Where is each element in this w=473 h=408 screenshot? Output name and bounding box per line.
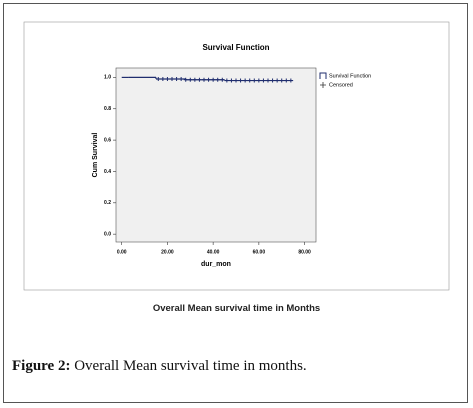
x-tick-label: 80.00: [298, 249, 311, 255]
caption-text: Overall Mean survival time in months.: [74, 358, 307, 374]
censored-mark: [215, 77, 220, 82]
y-tick-label: 0.8: [104, 106, 111, 112]
y-axis-label: Cum Survival: [92, 133, 99, 178]
caption-label: Figure 2:: [12, 358, 71, 374]
y-tick-label: 0.0: [104, 231, 111, 237]
censored-mark: [266, 78, 270, 83]
censored-mark: [247, 78, 252, 83]
censored-mark: [160, 76, 165, 81]
chart-border: [23, 21, 450, 291]
x-tick-label: 40.00: [207, 249, 220, 255]
censored-mark: [165, 76, 170, 81]
censored-mark: [252, 78, 257, 83]
censored-mark: [234, 78, 238, 83]
x-tick-label: 60.00: [253, 249, 266, 255]
censored-mark: [174, 76, 179, 81]
censored-mark: [238, 78, 243, 83]
censored-mark: [188, 77, 193, 82]
censored-mark: [211, 77, 216, 82]
figure-frame: [3, 3, 468, 403]
x-axis-label: dur_mon: [201, 261, 231, 268]
figure-note: Overall Mean survival time in Months: [152, 303, 321, 314]
censored-mark: [275, 78, 280, 83]
y-tick-label: 0.4: [104, 169, 111, 175]
chart-title: Survival Function: [202, 43, 269, 52]
censored-mark: [284, 78, 289, 83]
censored-mark: [243, 78, 248, 83]
censored-mark: [270, 78, 275, 83]
censored-mark: [179, 76, 184, 81]
y-tick-label: 0.2: [104, 200, 111, 206]
censored-mark: [202, 77, 206, 82]
censored-mark: [183, 77, 188, 82]
figure-caption: Figure 2: Overall Mean survival time in …: [12, 358, 307, 375]
censored-mark: [156, 76, 161, 81]
censored-mark: [229, 78, 234, 83]
legend-label: Survival Function: [329, 73, 371, 79]
y-tick-label: 1.0: [104, 75, 111, 81]
x-tick-label: 20.00: [161, 249, 174, 255]
censored-mark: [220, 77, 225, 82]
censored-mark: [170, 76, 174, 81]
chart: Survival Function dur_mon Cum Survival 0…: [23, 21, 450, 291]
legend-icon: [320, 82, 326, 88]
legend-label: Censored: [329, 82, 353, 88]
censored-mark: [192, 77, 197, 82]
censored-mark: [224, 78, 229, 83]
censored-mark: [197, 77, 202, 82]
censored-mark: [256, 78, 261, 83]
plot-area: [115, 67, 317, 243]
censored-mark: [288, 78, 293, 83]
x-tick-label: 0.00: [117, 249, 127, 255]
legend-icon: [319, 72, 327, 79]
y-tick-label: 0.6: [104, 137, 111, 143]
censored-mark: [206, 77, 211, 82]
censored-mark: [261, 78, 266, 83]
censored-mark: [279, 78, 284, 83]
